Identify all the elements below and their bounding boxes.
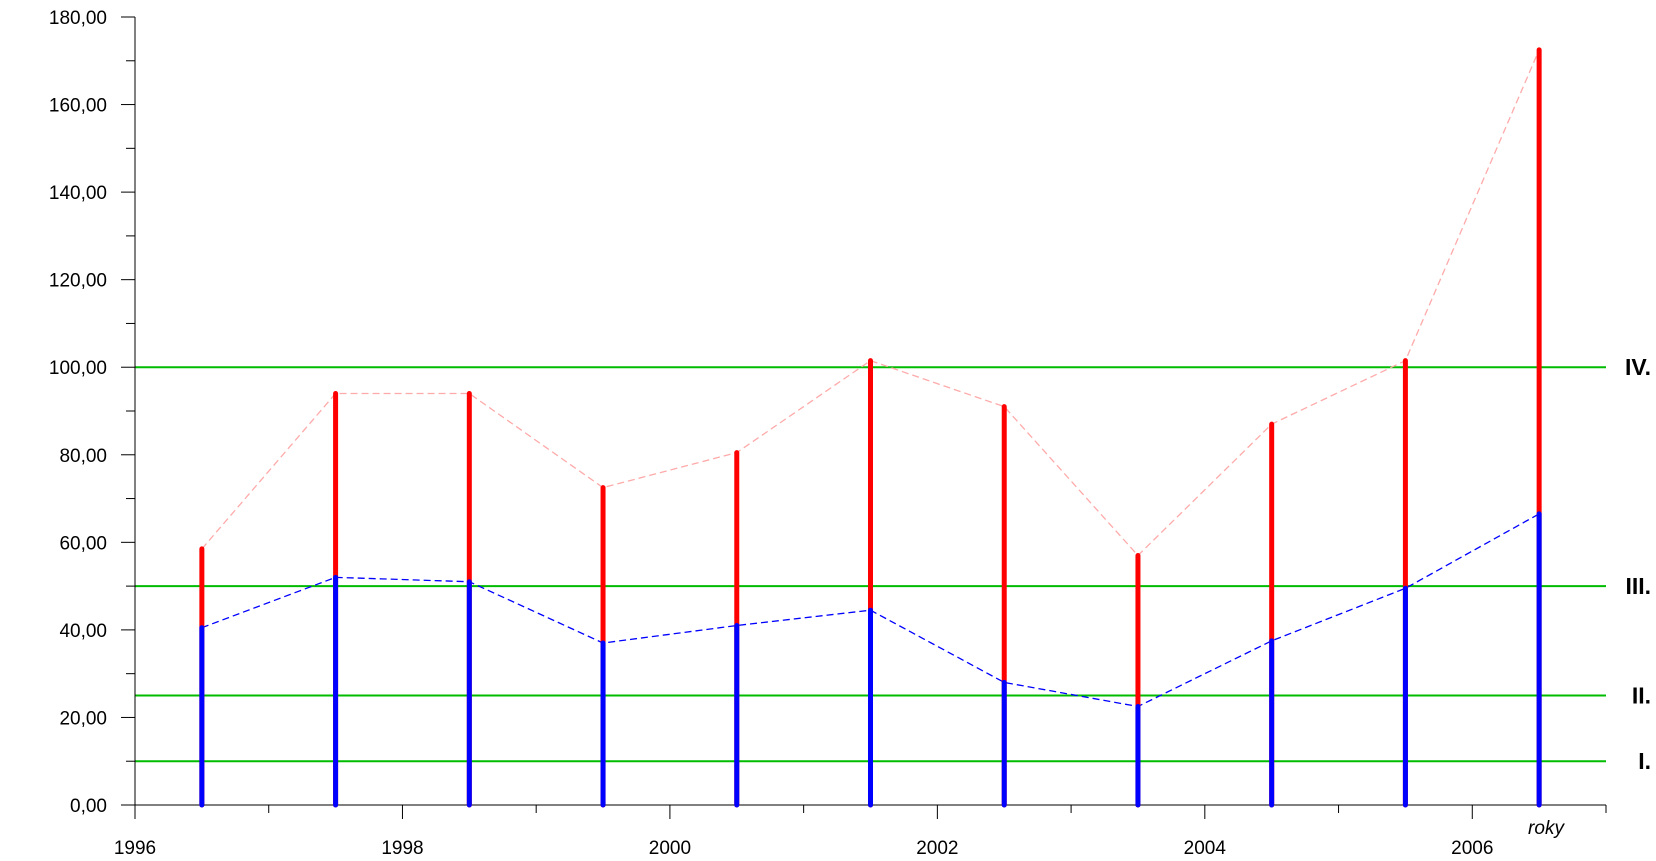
x-tick-label: 2006 [1451, 838, 1493, 859]
bars [199, 47, 1542, 808]
series-line-1 [201, 49, 1540, 557]
x-tick-label: 1996 [114, 838, 156, 859]
y-tick-label: 160,00 [49, 96, 107, 117]
threshold-label-1: I. [1638, 748, 1651, 774]
threshold-label-3: III. [1625, 573, 1651, 599]
y-tick-label: 20,00 [59, 708, 107, 729]
y-tick-label: 60,00 [59, 533, 107, 554]
y-tick-label: 100,00 [49, 358, 107, 379]
x-axis-title: roky [1528, 818, 1565, 839]
axes [121, 16, 1607, 819]
y-tick-label: 40,00 [59, 621, 107, 642]
x-tick-label: 2002 [916, 838, 958, 859]
threshold-label-2: II. [1632, 683, 1651, 709]
y-tick-label: 140,00 [49, 183, 107, 204]
threshold-label-4: IV. [1625, 354, 1651, 380]
x-tick-label: 1998 [381, 838, 423, 859]
y-tick-label: 0,00 [70, 796, 107, 817]
y-tick-label: 80,00 [59, 446, 107, 467]
x-tick-label: 2000 [649, 838, 691, 859]
x-tick-label: 2004 [1184, 838, 1227, 859]
labels: I. II. III. IV. 0,00 20,00 40,00 60,00 80,00 100,… [49, 8, 1651, 859]
y-tick-label: 120,00 [49, 271, 107, 292]
y-tick-label: 180,00 [49, 8, 107, 29]
